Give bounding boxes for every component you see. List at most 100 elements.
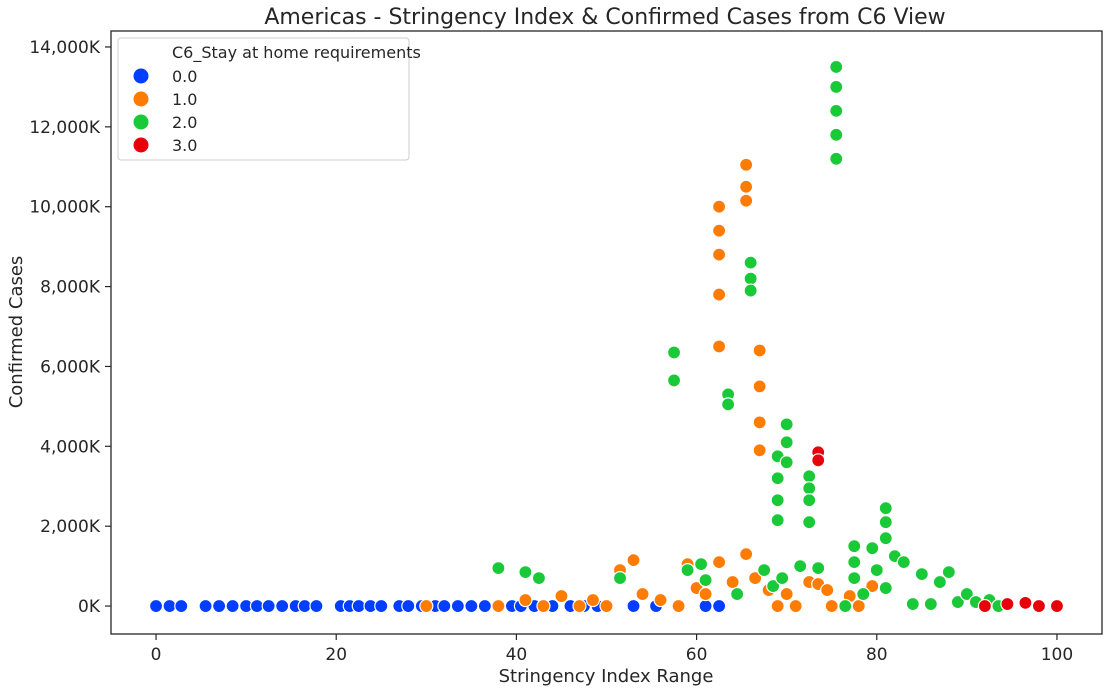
data-point bbox=[198, 598, 213, 614]
data-point bbox=[739, 193, 754, 208]
data-point bbox=[275, 598, 290, 614]
data-point bbox=[518, 592, 533, 608]
data-point bbox=[824, 598, 839, 614]
data-point bbox=[249, 598, 265, 614]
data-point bbox=[491, 561, 506, 576]
data-point bbox=[779, 435, 794, 450]
data-point bbox=[554, 588, 569, 604]
y-tick-label: 14,000K bbox=[29, 38, 100, 58]
legend-label: 0.0 bbox=[172, 67, 197, 86]
data-point bbox=[437, 598, 452, 614]
data-point bbox=[923, 596, 938, 612]
data-point bbox=[770, 598, 785, 614]
y-axis-label: Confirmed Cases bbox=[6, 256, 27, 409]
data-point bbox=[721, 397, 736, 412]
data-point bbox=[779, 586, 794, 602]
data-point bbox=[793, 559, 808, 574]
data-point bbox=[802, 469, 817, 484]
x-axis-label: Stringency Index Range bbox=[499, 666, 714, 687]
data-point bbox=[820, 582, 835, 598]
data-point bbox=[914, 566, 929, 582]
data-point bbox=[1049, 598, 1065, 614]
data-point bbox=[212, 598, 227, 614]
x-tick-label: 0 bbox=[151, 645, 162, 665]
data-point bbox=[572, 598, 587, 614]
data-point bbox=[491, 598, 506, 614]
data-point bbox=[671, 598, 686, 614]
data-point bbox=[802, 481, 817, 496]
data-point bbox=[752, 343, 767, 358]
data-point bbox=[712, 247, 727, 262]
data-point bbox=[1018, 595, 1033, 610]
x-tick-label: 100 bbox=[1041, 645, 1073, 665]
legend-marker bbox=[133, 68, 149, 84]
legend-marker bbox=[133, 114, 149, 130]
data-point bbox=[599, 598, 614, 614]
legend-label: 3.0 bbox=[172, 136, 197, 155]
data-point bbox=[847, 539, 862, 554]
data-point bbox=[752, 415, 767, 430]
data-point bbox=[770, 513, 785, 528]
data-point bbox=[878, 580, 893, 596]
data-point bbox=[775, 570, 790, 586]
data-point bbox=[905, 596, 920, 612]
data-point bbox=[712, 339, 727, 354]
legend-title: C6_Stay at home requirements bbox=[172, 43, 421, 63]
data-point bbox=[752, 443, 767, 458]
data-point bbox=[698, 586, 713, 602]
y-tick-label: 10,000K bbox=[29, 198, 100, 218]
data-point bbox=[779, 455, 794, 470]
data-point bbox=[162, 598, 177, 614]
data-point bbox=[401, 598, 416, 614]
data-point bbox=[712, 287, 727, 302]
data-point bbox=[856, 586, 871, 602]
data-point bbox=[896, 555, 911, 570]
y-tick-label: 6,000K bbox=[40, 357, 101, 377]
data-point bbox=[878, 501, 893, 516]
data-point bbox=[743, 271, 758, 286]
data-point bbox=[739, 157, 754, 172]
data-point bbox=[757, 563, 772, 578]
data-point bbox=[811, 561, 826, 576]
legend-label: 1.0 bbox=[172, 90, 197, 109]
data-point bbox=[464, 598, 479, 614]
legend-label: 2.0 bbox=[172, 113, 197, 132]
data-point bbox=[626, 598, 641, 614]
data-point bbox=[847, 555, 862, 570]
y-tick-label: 0K bbox=[78, 597, 101, 617]
legend-marker bbox=[133, 137, 149, 153]
data-point bbox=[531, 570, 547, 586]
data-point bbox=[869, 563, 884, 578]
data-point bbox=[743, 283, 758, 298]
data-point bbox=[1031, 598, 1047, 614]
data-point bbox=[712, 223, 727, 238]
data-point bbox=[739, 179, 754, 194]
series-2-0 bbox=[491, 59, 1006, 614]
y-tick-label: 8,000K bbox=[40, 278, 101, 298]
plot-frame bbox=[110, 30, 1103, 635]
data-point bbox=[865, 541, 880, 556]
data-point bbox=[174, 598, 189, 614]
x-tick-label: 60 bbox=[686, 645, 708, 665]
data-point bbox=[829, 151, 844, 166]
data-point bbox=[536, 598, 551, 614]
data-point bbox=[712, 199, 727, 214]
data-point bbox=[829, 59, 844, 75]
data-point bbox=[878, 531, 893, 546]
legend-entries: 0.0 1.0 2.0 3.0 bbox=[133, 67, 197, 155]
data-point bbox=[743, 255, 758, 270]
data-point bbox=[811, 453, 826, 468]
data-point bbox=[878, 515, 893, 530]
legend-box bbox=[117, 37, 410, 161]
data-point bbox=[932, 574, 947, 590]
x-tick-label: 20 bbox=[325, 645, 347, 665]
data-point bbox=[739, 547, 754, 562]
data-point bbox=[680, 563, 695, 578]
data-point bbox=[666, 373, 682, 388]
data-point bbox=[351, 598, 366, 614]
data-point bbox=[225, 598, 240, 614]
data-point bbox=[851, 598, 866, 614]
data-point bbox=[977, 598, 992, 614]
y-axis: 0K 2,000K 4,000K 6,000K 8,000K 10,000K 12,000K… bbox=[29, 38, 111, 617]
y-tick-label: 2,000K bbox=[40, 517, 101, 537]
